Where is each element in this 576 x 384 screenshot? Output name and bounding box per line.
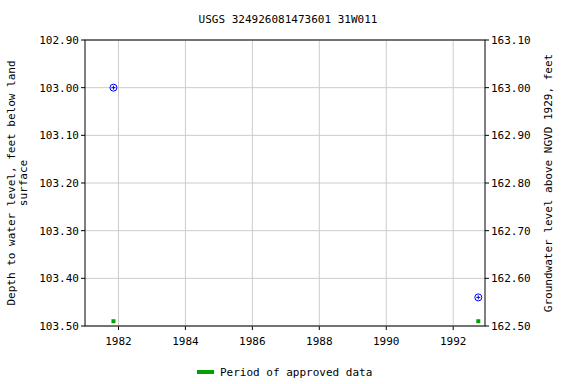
tick: [319, 326, 320, 330]
point: [111, 319, 115, 323]
tick-label: 1982: [105, 335, 132, 348]
y-axis-label-line: surface: [17, 160, 30, 206]
tick: [81, 87, 85, 88]
y-axis-label: Depth to water level, feet below landsur…: [5, 60, 30, 305]
tick: [81, 183, 85, 184]
tick: [252, 326, 253, 330]
tick: [485, 230, 489, 231]
tick: [118, 326, 119, 330]
tick: [185, 326, 186, 330]
grid-line: [85, 135, 485, 136]
tick-label: 162.80: [491, 177, 531, 190]
point: [476, 319, 480, 323]
tick: [485, 135, 489, 136]
tick-label: 103.40: [39, 272, 79, 285]
tick-label: 162.70: [491, 225, 531, 238]
tick: [81, 326, 85, 327]
plot-frame: [85, 40, 485, 326]
title: USGS 324926081473601 31W011: [199, 13, 378, 26]
tick: [81, 278, 85, 279]
tick-label: 103.30: [39, 225, 79, 238]
tick-label: 1986: [239, 335, 266, 348]
tick-label: 163.00: [491, 82, 531, 95]
legend-label: Period of approved data: [220, 366, 372, 379]
grid-line: [85, 278, 485, 279]
grid-line: [85, 230, 485, 231]
point-cross: [113, 86, 114, 90]
chart: USGS 324926081473601 31W011 1982 1984 1986 1…: [0, 0, 576, 384]
tick: [485, 278, 489, 279]
tick-label: 162.60: [491, 272, 531, 285]
tick: [485, 87, 489, 88]
tick-label: 1984: [172, 335, 199, 348]
tick: [81, 40, 85, 41]
point: [110, 84, 117, 91]
tick-label: 163.10: [491, 34, 531, 47]
tick-label: 103.00: [39, 82, 79, 95]
tick: [485, 183, 489, 184]
tick-label: 102.90: [39, 34, 79, 47]
tick-label: 103.20: [39, 177, 79, 190]
tick-label: 1988: [306, 335, 333, 348]
tick-label: 1990: [373, 335, 400, 348]
tick: [485, 326, 489, 327]
y2-axis-label: Groundwater level above NGVD 1929, feet: [542, 54, 555, 312]
tick-label: 103.50: [39, 320, 79, 333]
point-cross: [478, 295, 479, 299]
tick: [485, 40, 489, 41]
tick-label: 162.90: [491, 129, 531, 142]
grid-line: [85, 183, 485, 184]
tick-label: 1992: [440, 335, 467, 348]
legend-key: [197, 370, 214, 374]
tick: [81, 230, 85, 231]
tick-label: 103.10: [39, 129, 79, 142]
marks: [110, 84, 482, 323]
tick: [386, 326, 387, 330]
grid-line: [85, 87, 485, 88]
tick-label: 162.50: [491, 320, 531, 333]
tick: [81, 135, 85, 136]
tick: [453, 326, 454, 330]
point: [475, 294, 482, 301]
